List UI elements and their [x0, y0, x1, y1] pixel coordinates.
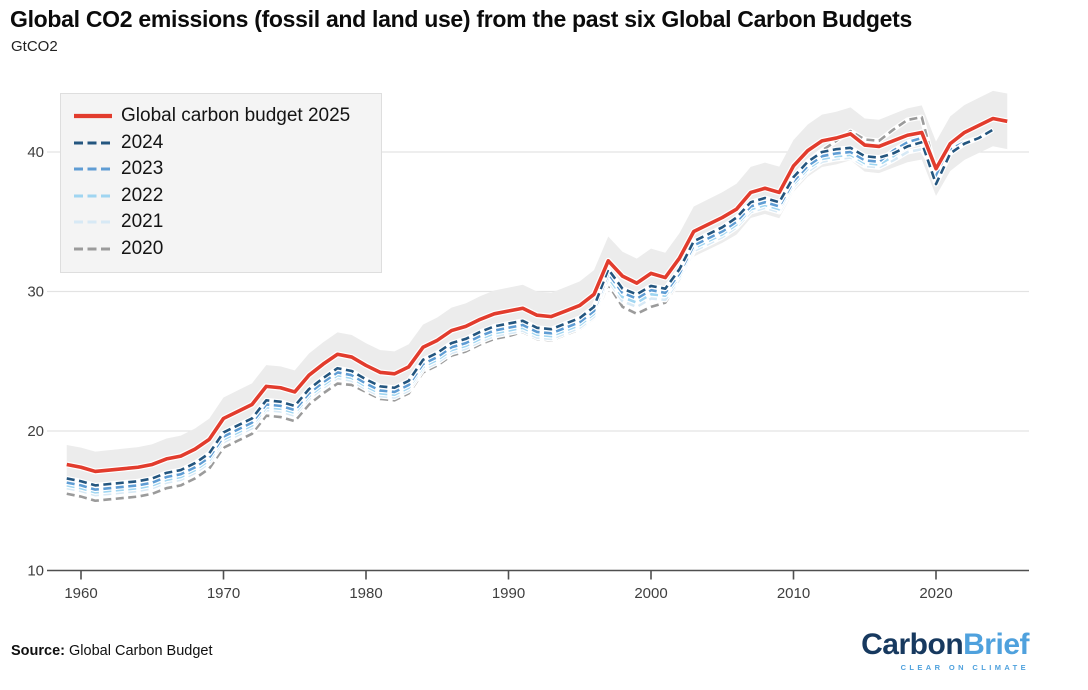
legend: Global carbon budget 2025 2024 2023 2022 202…: [60, 93, 382, 273]
logo-tagline: CLEAR ON CLIMATE: [900, 663, 1029, 672]
x-tick-label: 2020: [919, 585, 952, 602]
legend-label: 2024: [121, 131, 164, 153]
x-tick-label: 2000: [634, 585, 667, 602]
legend-item: 2023: [74, 156, 381, 183]
y-tick-label: 10: [27, 563, 44, 580]
logo-wordmark: CarbonBrief: [861, 630, 1029, 660]
legend-label: 2022: [121, 184, 164, 206]
x-tick-label: 1970: [207, 585, 240, 602]
y-tick-label: 20: [27, 423, 44, 440]
chart-unit-label: GtCO2: [11, 38, 58, 55]
legend-item: 2024: [74, 130, 381, 157]
legend-item: 2022: [74, 183, 381, 210]
legend-swatch: [74, 194, 112, 198]
x-tick-label: 1990: [492, 585, 525, 602]
legend-swatch: [74, 114, 112, 119]
legend-swatch: [74, 167, 112, 171]
legend-item: 2020: [74, 236, 381, 263]
legend-item: Global carbon budget 2025: [74, 103, 381, 130]
legend-label: 2023: [121, 158, 164, 180]
legend-swatch: [74, 141, 112, 145]
x-tick-label: 1960: [64, 585, 97, 602]
legend-label: 2021: [121, 211, 164, 233]
chart-canvas: 1960 1970 1980 1990 2000 2010 2020 10 20 30 40: [27, 90, 1029, 602]
chart-title: Global CO2 emissions (fossil and land us…: [10, 6, 912, 32]
x-tick-label: 2010: [777, 585, 810, 602]
legend-swatch: [74, 220, 112, 224]
logo-carbon: Carbon: [861, 628, 964, 661]
logo-brief: Brief: [963, 628, 1029, 661]
series-line-2024: [66, 128, 994, 487]
legend-item: 2021: [74, 209, 381, 236]
legend-swatch: [74, 247, 112, 251]
source-text: Global Carbon Budget: [65, 643, 213, 659]
series-line-global-carbon-budget-2025: [66, 116, 1008, 474]
legend-label: 2020: [121, 237, 164, 259]
x-tick-label: 1980: [349, 585, 382, 602]
source-note: Source: Global Carbon Budget: [11, 643, 213, 659]
legend-label: Global carbon budget 2025: [121, 105, 351, 127]
y-tick-label: 40: [27, 144, 44, 161]
y-tick-label: 30: [27, 284, 44, 301]
carbonbrief-logo: CarbonBrief CLEAR ON CLIMATE: [861, 630, 1029, 672]
source-label: Source:: [11, 643, 65, 659]
